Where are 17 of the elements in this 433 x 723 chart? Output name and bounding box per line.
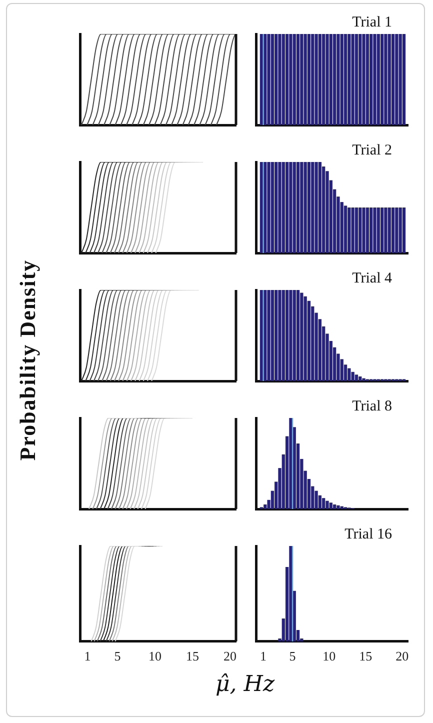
x-axis-title: μ̂, Hz bbox=[215, 672, 275, 697]
x-tick-label: 15 bbox=[359, 648, 372, 664]
x-tick-label: 15 bbox=[186, 648, 199, 664]
text: Trial 1 bbox=[352, 14, 392, 30]
x-tick-label: 1 bbox=[260, 648, 267, 664]
x-tick-label: 5 bbox=[114, 648, 121, 664]
x-tick-label: 20 bbox=[396, 648, 409, 664]
text: Trial 16 bbox=[344, 526, 392, 542]
text: Trial 2 bbox=[352, 142, 392, 158]
x-tick-label: 10 bbox=[148, 648, 162, 664]
x-tick-label: 1 bbox=[84, 648, 91, 664]
y-axis-title: Probability Density bbox=[15, 259, 41, 461]
text: Trial 4 bbox=[352, 270, 392, 286]
text: Trial 8 bbox=[352, 398, 392, 414]
x-tick-label: 20 bbox=[224, 648, 236, 664]
x-tick-label: 10 bbox=[322, 648, 336, 664]
x-tick-label: 5 bbox=[289, 648, 296, 664]
